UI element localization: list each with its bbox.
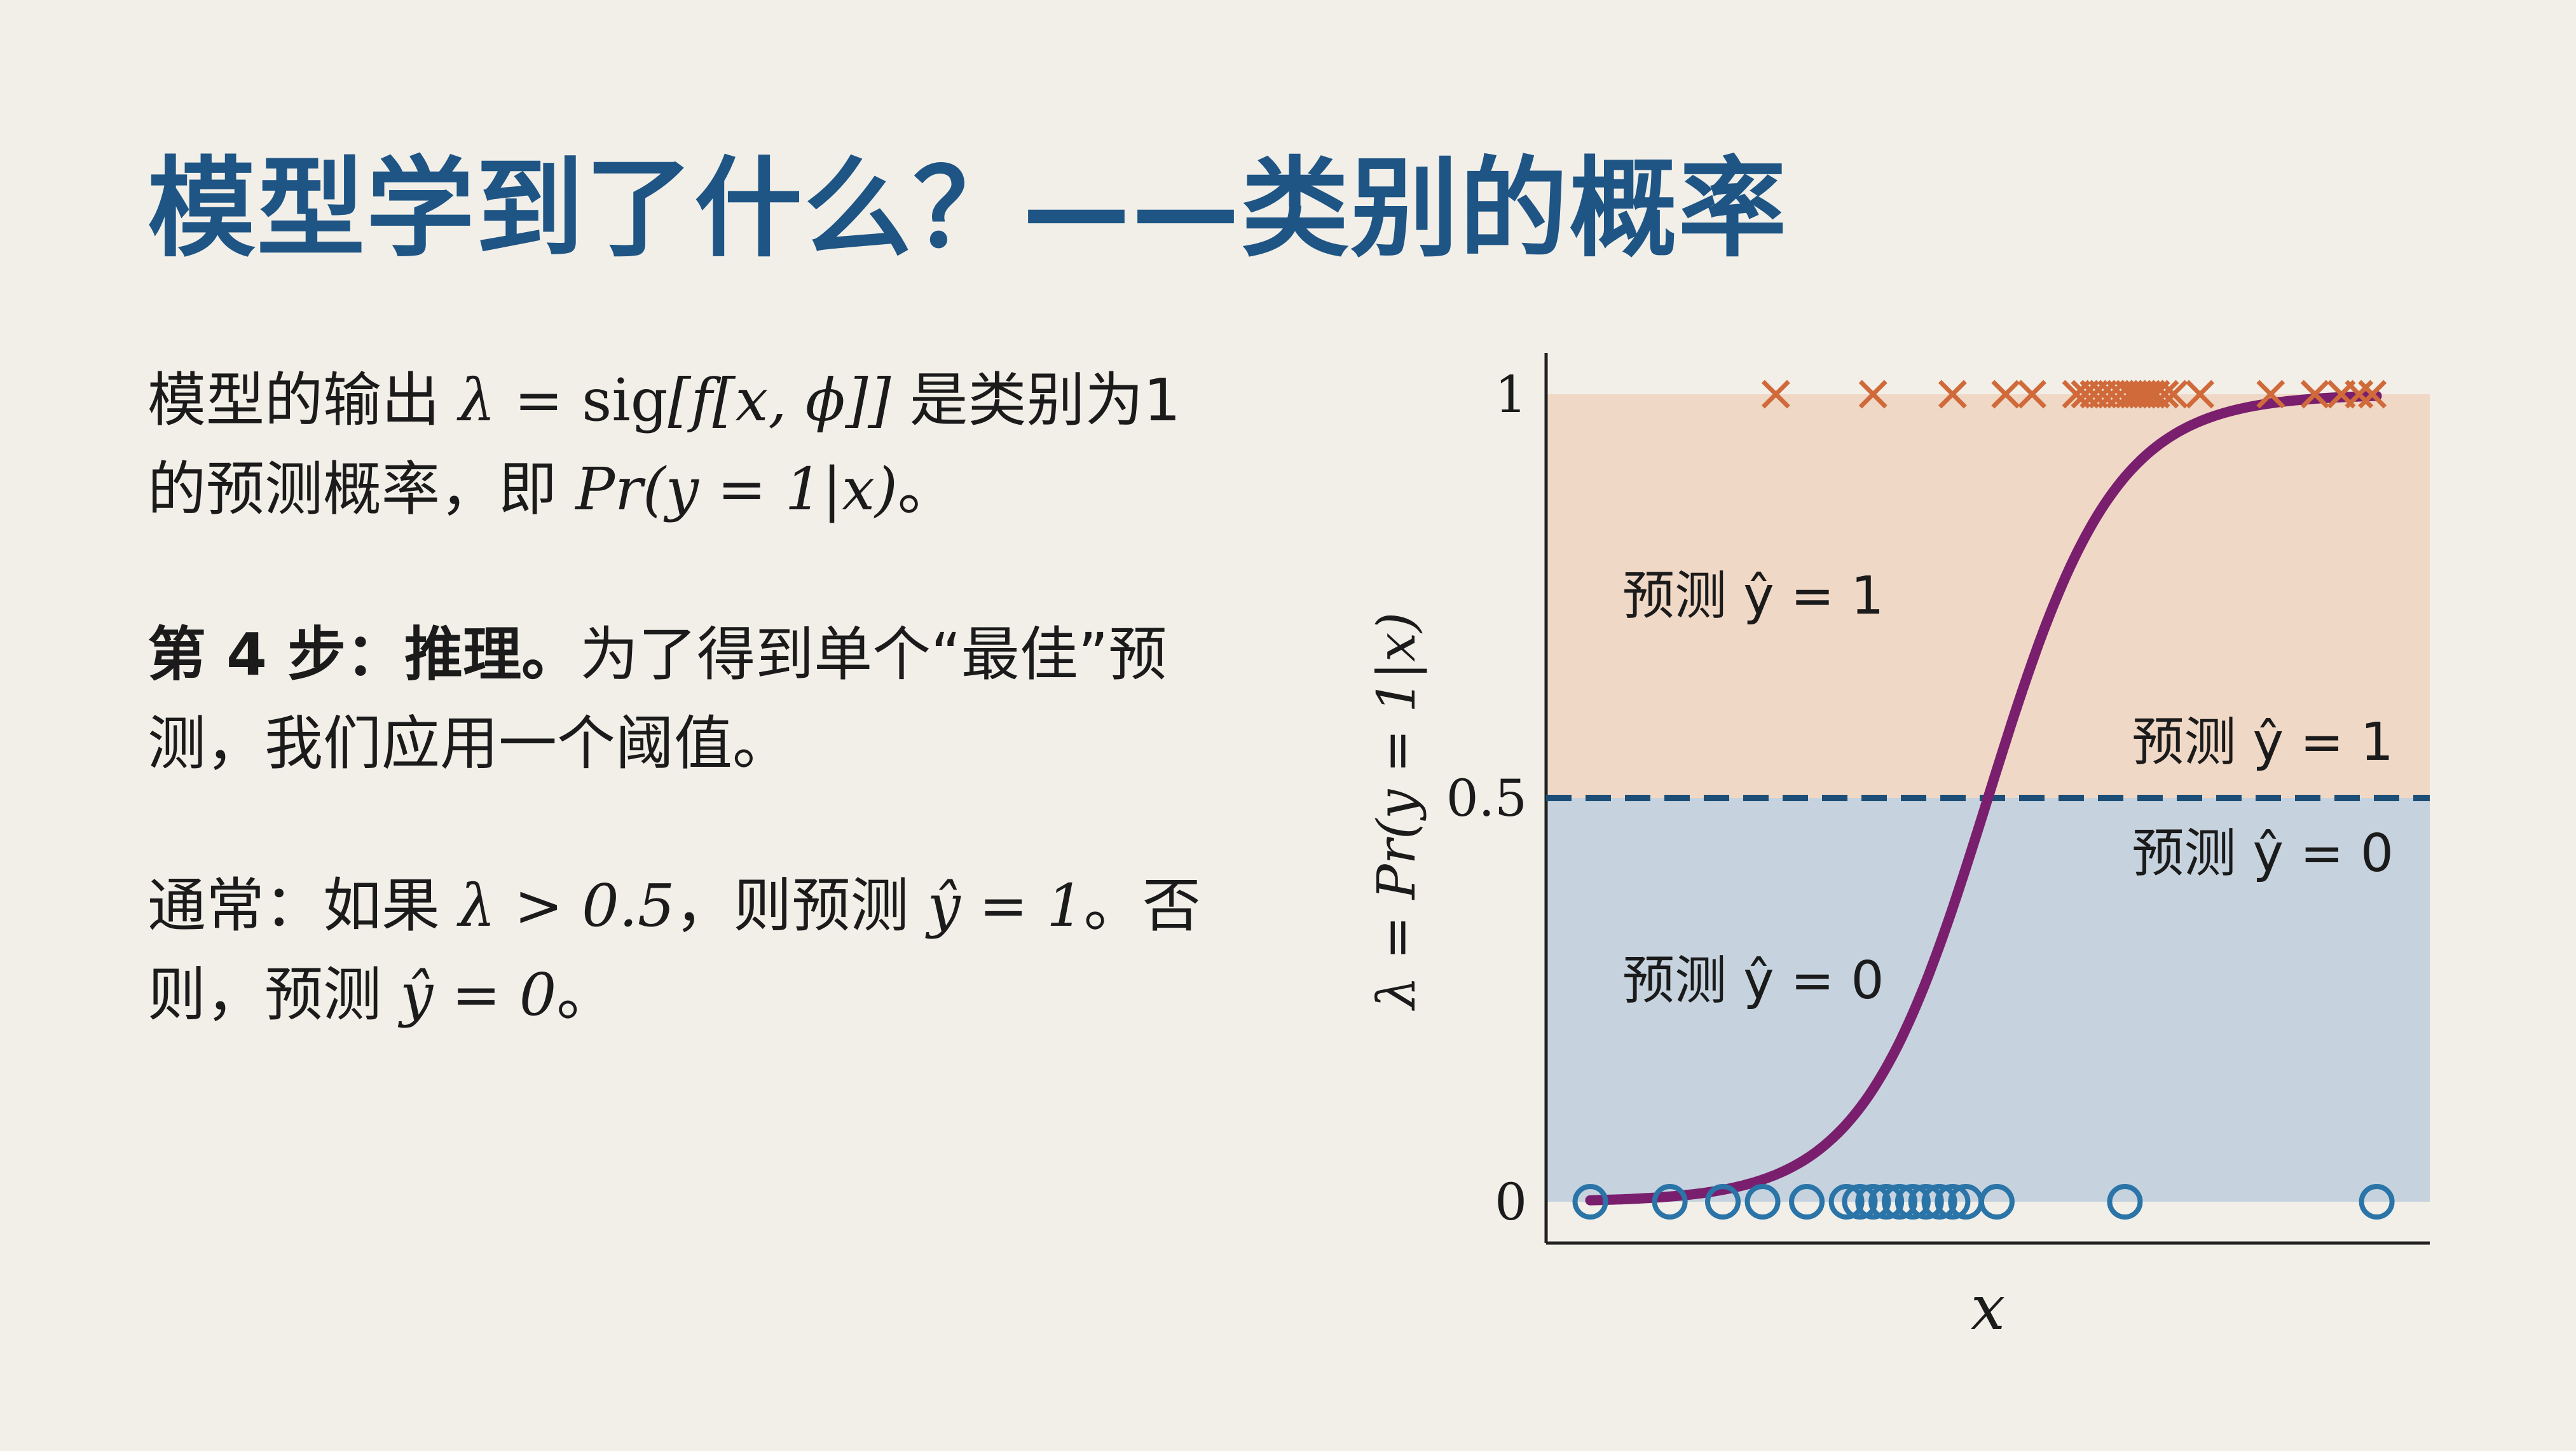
threshold-label-below: 预测 ŷ = 0 [2132,823,2394,884]
step-text-line1: 为了得到单个“最佳”预 [580,621,1167,689]
class-one-point [2186,380,2215,409]
model-output-paragraph: 模型的输出 λ = sig[f[x, ϕ]] 是类别为1 的预测概率，即 Pr(… [147,356,1305,534]
rule-line2-prefix: 则，预测 [147,961,401,1029]
x-axis-label: x [1971,1272,2005,1344]
para1-prefix: 模型的输出 [147,366,459,434]
model-expression: [f[x, ϕ]] [668,366,891,434]
rule-condition: λ > 0.5 [458,872,675,940]
class-one-point [2137,380,2166,409]
class-zero-point [1894,1184,1931,1220]
y-axis-label: λ = Pr(y = 1|x) [1367,612,1427,1011]
rule-prefix: 通常：如果 [147,872,459,940]
y-tick-label: 0 [1495,1172,1527,1232]
class-one-point [2150,380,2179,409]
region-label-predict-zero: 预测 ŷ = 0 [1622,951,1884,1011]
class-zero-point [1882,1184,1917,1220]
para1-suffix: 是类别为1 [891,366,1181,434]
step-heading: 第 4 步：推理。 [147,621,580,689]
y-tick-label: 0.5 [1446,769,1527,828]
rule-line2-suffix: 。 [556,961,615,1029]
para1-line2-suffix: 。 [897,455,956,523]
class-zero-point [1789,1184,1825,1220]
class-one-point [1858,380,1887,409]
class-one-point [2300,380,2329,409]
step-text-line2: 测，我们应用一个阈值。 [147,710,791,778]
class-zero-point [1842,1184,1878,1220]
probability-expression: Pr(y = 1|x) [575,455,898,523]
region-predict-one [1546,394,2430,798]
rule-pred-one: ŷ = 1 [927,872,1084,940]
class-one-point [2345,380,2374,409]
rule-suffix: 。否 [1083,872,1201,940]
class-zero-point [1828,1184,1865,1220]
para1-line2-prefix: 的预测概率，即 [147,455,576,523]
class-zero-point [1935,1184,1971,1220]
class-zero-point [2107,1184,2143,1220]
class-zero-point [1572,1184,1608,1220]
threshold-rule-paragraph: 通常：如果 λ > 0.5，则预测 ŷ = 1。否 则，预测 ŷ = 0。 [147,862,1305,1040]
equals-sign: = [495,366,582,434]
class-zero-point [1868,1184,1905,1220]
rule-mid: ，则预测 [675,872,928,940]
class-one-point [2358,380,2387,409]
region-predict-zero [1546,798,2430,1202]
region-label-predict-one: 预测 ŷ = 1 [1622,566,1884,626]
class-zero-point [1978,1184,2015,1220]
class-zero-point [1652,1184,1688,1220]
class-one-point [1761,380,1790,409]
lambda-symbol: λ [458,366,496,434]
class-one-point [2159,380,2188,409]
page-title: 模型学到了什么？——类别的概率 [147,146,1788,272]
rule-pred-zero: ŷ = 0 [400,961,557,1029]
class-one-point [2018,380,2046,409]
class-one-point [2128,380,2157,409]
class-zero-point [1744,1184,1781,1220]
class-one-point [2256,380,2285,409]
sig-function: sig [582,366,668,434]
class-zero-point [1921,1184,1957,1220]
class-zero-point [2359,1184,2395,1220]
inference-step-paragraph: 第 4 步：推理。为了得到单个“最佳”预 测，我们应用一个阈值。 [147,610,1305,788]
threshold-label-above: 预测 ŷ = 1 [2132,712,2394,773]
class-one-point [1991,380,2020,409]
class-zero-point [1908,1184,1944,1220]
sigmoid-curve [1585,390,2382,1206]
class-zero-point [1855,1184,1891,1220]
y-tick-label: 1 [1495,365,1527,424]
class-one-point [1938,380,1967,409]
class-zero-point [1705,1184,1741,1220]
